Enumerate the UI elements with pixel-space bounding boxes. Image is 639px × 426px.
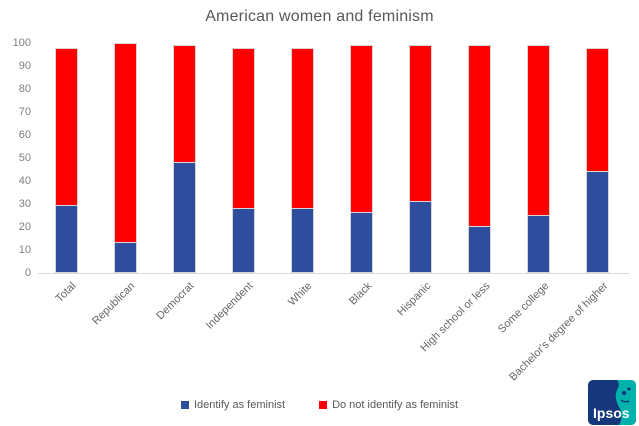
x-axis-label-some-college: Some college [495, 280, 552, 336]
bar-democrat [172, 45, 196, 273]
bar-segment-do-not-identify-as-feminist-independent [231, 47, 255, 209]
x-axis-label-black: Black [346, 280, 374, 308]
ipsos-logo-text: Ipsos [593, 405, 630, 421]
legend-item-do-not-identify-as-feminist: Do not identify as feminist [319, 399, 458, 411]
bar-segment-do-not-identify-as-feminist-hispanic [409, 45, 433, 202]
y-tick-label-60: 60 [18, 129, 31, 141]
legend-swatch-icon [180, 401, 189, 409]
bar-segment-identify-as-feminist-white [290, 208, 314, 273]
bar-some-college [527, 45, 551, 273]
bar-bachelor-s-degree-of-higher [586, 47, 610, 273]
bar-segment-do-not-identify-as-feminist-some-college [527, 45, 551, 216]
legend-label: Identify as feminist [193, 399, 286, 411]
y-tick-label-20: 20 [18, 221, 31, 233]
y-tick-label-100: 100 [12, 37, 31, 49]
bar-black [350, 45, 373, 273]
bar-segment-identify-as-feminist-republican [113, 243, 137, 273]
bar-segment-identify-as-feminist-democrat [172, 162, 196, 273]
y-tick-label-50: 50 [18, 152, 31, 164]
bar-segment-do-not-identify-as-feminist-white [290, 47, 314, 209]
bar-segment-identify-as-feminist-bachelor-s-degree-of-higher [586, 171, 610, 273]
bar-segment-identify-as-feminist-some-college [527, 215, 551, 273]
bar-segment-do-not-identify-as-feminist-high-school-or-less [468, 45, 492, 227]
bar-segment-identify-as-feminist-hispanic [409, 201, 433, 273]
bar-high-school-or-less [468, 45, 492, 273]
ipsos-logo: Ipsos [588, 380, 636, 425]
bar-segment-do-not-identify-as-feminist-total [54, 47, 78, 207]
bar-white [290, 47, 314, 273]
bar-republican [113, 43, 137, 273]
chart-title: American women and feminism [205, 8, 434, 25]
legend-label: Do not identify as feminist [332, 399, 459, 411]
y-tick-label-90: 90 [18, 60, 31, 72]
y-tick-label-70: 70 [18, 106, 31, 118]
bar-independent [231, 47, 255, 273]
bar-segment-identify-as-feminist-black [350, 213, 373, 273]
bar-total [54, 47, 78, 273]
x-axis-label-independent: Independent [204, 280, 256, 332]
bar-segment-identify-as-feminist-total [54, 206, 78, 273]
x-axis-label-hispanic: Hispanic [394, 280, 434, 319]
bar-segment-do-not-identify-as-feminist-black [350, 45, 373, 214]
bar-segment-identify-as-feminist-independent [231, 208, 255, 273]
bar-segment-identify-as-feminist-high-school-or-less [468, 227, 492, 273]
y-tick-label-0: 0 [24, 267, 31, 279]
x-axis-label-republican: Republican [90, 280, 138, 328]
y-tick-label-40: 40 [18, 175, 31, 187]
legend-swatch-icon [319, 401, 328, 409]
bar-segment-do-not-identify-as-feminist-bachelor-s-degree-of-higher [586, 47, 610, 172]
x-axis-label-white: White [286, 280, 315, 309]
bar-segment-do-not-identify-as-feminist-republican [113, 43, 137, 244]
x-axis-label-bachelor-s-degree-of-higher: Bachelor's degree of higher [507, 280, 611, 384]
y-tick-label-10: 10 [18, 244, 31, 256]
y-tick-label-80: 80 [18, 83, 31, 95]
bar-segment-do-not-identify-as-feminist-democrat [172, 45, 196, 163]
x-axis-label-high-school-or-less: High school or less [417, 280, 493, 355]
x-axis-line [38, 273, 629, 274]
bar-hispanic [409, 45, 433, 273]
legend-item-identify-as-feminist: Identify as feminist [180, 399, 286, 411]
x-axis-label-democrat: Democrat [154, 280, 197, 323]
legend: Identify as feminist Do not identify as f… [0, 399, 639, 411]
y-tick-label-30: 30 [18, 198, 31, 210]
